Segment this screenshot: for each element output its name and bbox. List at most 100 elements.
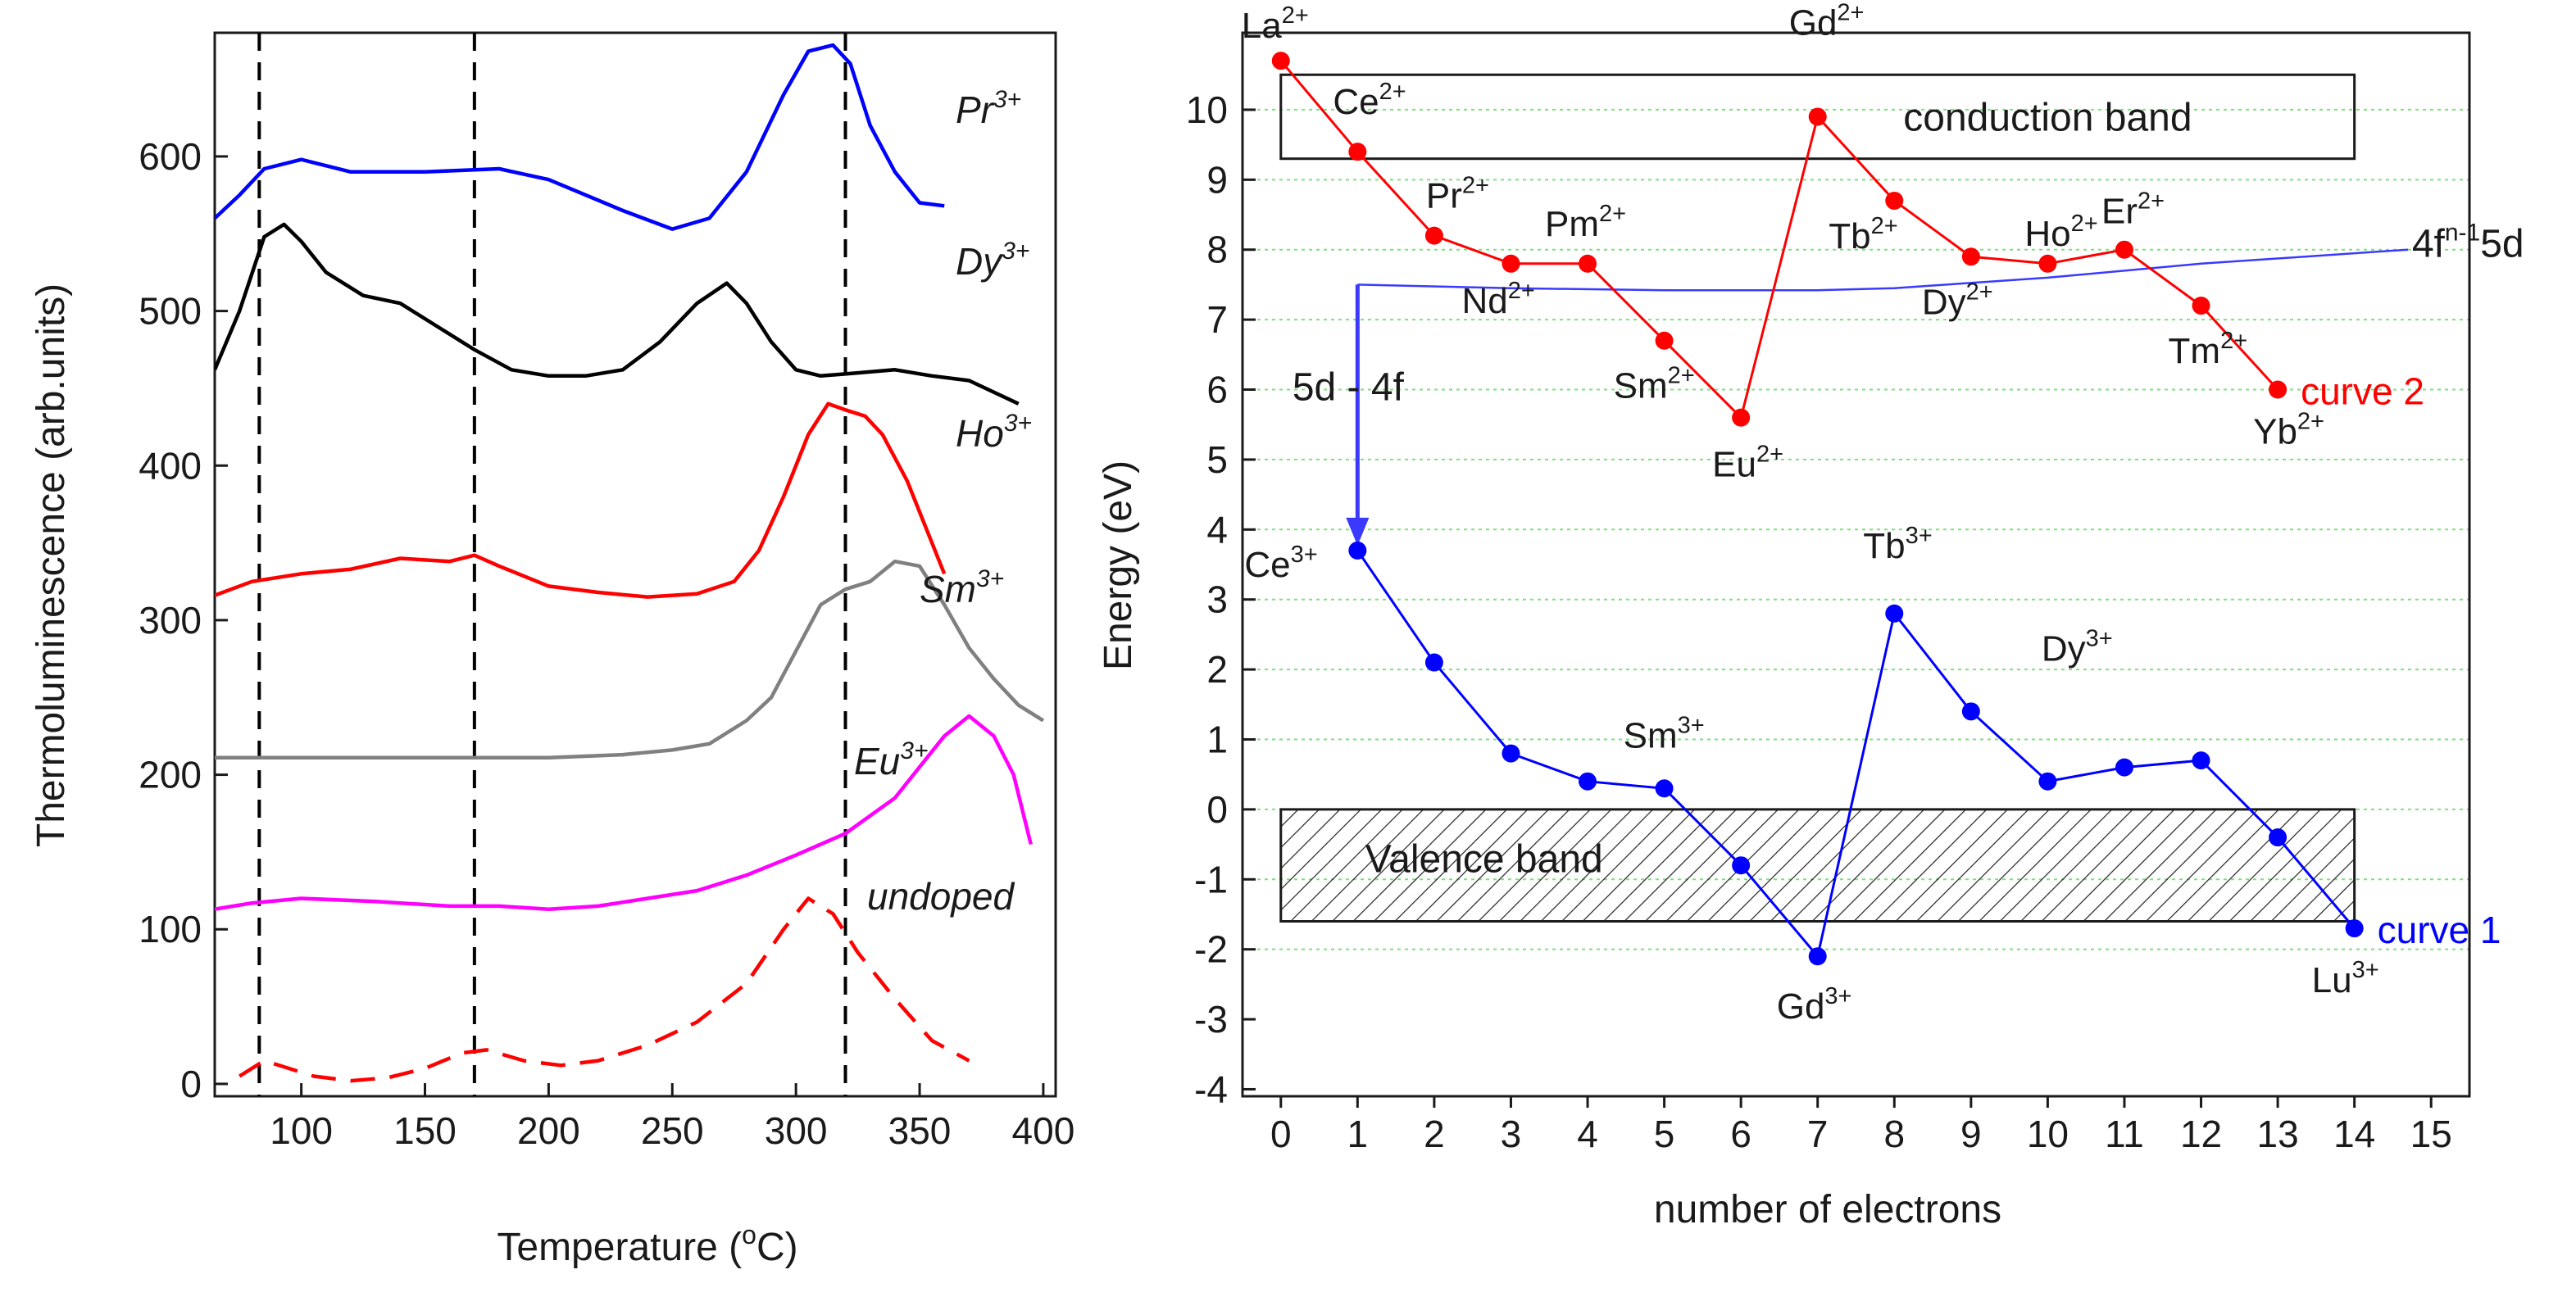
- left-x-tick-label: 400: [1012, 1109, 1075, 1152]
- left-series-label-main: Eu: [854, 740, 900, 782]
- curve-2-point-label-sup: 2+: [1508, 278, 1535, 304]
- curve-2-point-label-sup: 2+: [1462, 173, 1489, 199]
- curve-2-point-label-main: Tm: [2169, 331, 2221, 371]
- right-y-tick-label: 1: [1206, 718, 1228, 760]
- conduction-band-label: conduction band: [1903, 97, 2192, 140]
- left-x-axis-title: Temperature (oC): [497, 1220, 797, 1269]
- left-plot-frame: [213, 31, 1057, 1098]
- valence-band-box: [1279, 808, 2356, 923]
- curve-2-point: [1961, 247, 1980, 266]
- curve-2-point: [1502, 254, 1520, 273]
- left-x-tick-label: 300: [765, 1109, 828, 1152]
- left-series-label-sup: 3+: [976, 565, 1004, 592]
- left-series-lines: [215, 43, 1045, 1083]
- right-x-tick-label: 8: [1883, 1113, 1905, 1155]
- curve-2-point-label: Sm2+: [1614, 363, 1695, 406]
- curve-2-point-label-sup: 2+: [1871, 213, 1898, 239]
- curve-1-point-label-main: Ce: [1244, 545, 1290, 585]
- curve-1-point-label-sup: 3+: [2352, 957, 2379, 983]
- curve-2-point-label: Er2+: [2101, 188, 2165, 232]
- curve-1-point-label-main: Sm: [1624, 715, 1678, 755]
- curve-1-point: [2345, 919, 2364, 938]
- curve-1-point: [1808, 947, 1827, 966]
- right-x-tick-label: 12: [2180, 1113, 2222, 1155]
- conduction-band-box: [1279, 73, 2356, 161]
- right-y-tick-label: 8: [1206, 229, 1228, 271]
- curve-2-point-label: Pm2+: [1545, 201, 1626, 244]
- curve-2-point-label: Tb2+: [1829, 213, 1897, 256]
- curve-2-label: curve 2: [2301, 370, 2424, 413]
- curve-1-point: [1579, 772, 1597, 791]
- right-x-tick-label: 6: [1730, 1113, 1751, 1155]
- curve-2-point-label-main: Pm: [1545, 204, 1599, 244]
- curve-2-point-label-sup: 2+: [1668, 363, 1695, 389]
- left-series-label-main: Ho: [956, 412, 1004, 455]
- curve-1-point-label: Sm3+: [1624, 712, 1705, 755]
- right-x-tick-label: 13: [2257, 1113, 2299, 1155]
- left-series-labels: Pr3+Dy3+Ho3+Sm3+Eu3+undoped: [854, 86, 1032, 918]
- curve-1-point: [1961, 702, 1980, 721]
- right-x-tick-label: 11: [2105, 1113, 2144, 1155]
- curve-1-point: [1424, 653, 1443, 672]
- left-series-line-undoped: [239, 896, 970, 1083]
- left-series-line-sm3plus: [215, 559, 1045, 760]
- curve-2-point-label: Nd2+: [1461, 278, 1534, 321]
- curve-2-point: [2192, 297, 2210, 315]
- curve-2-point-label: Ce2+: [1333, 79, 1406, 122]
- right-x-tick-label: 4: [1577, 1113, 1598, 1155]
- curve-2-point-label: Ho2+: [2024, 211, 2097, 254]
- left-series-label-sup: 3+: [993, 86, 1021, 113]
- 4f5d-level-line: [1357, 248, 2409, 292]
- left-series-label: Dy3+: [956, 238, 1029, 283]
- curve-2-point-label-main: La: [1242, 6, 1282, 46]
- right-y-tick-label: -1: [1194, 858, 1228, 900]
- left-series-label-main: Dy: [956, 240, 1004, 283]
- curve-2-point-label-main: Sm: [1614, 366, 1668, 406]
- curve-2-point-label: Eu2+: [1712, 442, 1783, 485]
- curve-2-point-label-sup: 2+: [2138, 188, 2165, 215]
- right-y-tick-label: -2: [1194, 928, 1228, 971]
- left-series-line-eu3plus: [215, 714, 1033, 911]
- left-dashed-markers: [257, 33, 847, 1096]
- right-y-tick-label: 0: [1206, 788, 1228, 831]
- curve-1-point: [2038, 772, 2057, 791]
- curve-2-point-label-sup: 2+: [2220, 328, 2247, 354]
- right-x-tick-label: 2: [1424, 1113, 1445, 1155]
- right-y-tick-label: 6: [1206, 369, 1228, 411]
- right-y-tick-label: 9: [1206, 158, 1228, 201]
- 5d-4f-transition-arrow: [1346, 284, 1370, 546]
- left-series-line-ho3plus: [215, 401, 947, 599]
- left-series-label: Sm3+: [920, 565, 1004, 610]
- curve-1-point: [2192, 751, 2210, 770]
- 5d-4f-transition-label: 5d - 4f: [1293, 365, 1405, 409]
- curve-2-point-label-main: Ho: [2024, 214, 2070, 254]
- valence-band-label: Valence band: [1365, 838, 1603, 882]
- curve-2-line: [1279, 60, 2279, 420]
- curve-1-point-label: Gd3+: [1777, 983, 1852, 1027]
- curve-2-point: [1885, 191, 1904, 210]
- right-x-tick-label: 9: [1960, 1113, 1982, 1155]
- curve-1-point-label-sup: 3+: [1291, 542, 1318, 568]
- right-x-tick-label: 10: [2027, 1113, 2069, 1155]
- right-x-tick-label: 0: [1270, 1113, 1292, 1155]
- left-series-label-sup: 3+: [1002, 238, 1029, 265]
- curve-2-point-label-main: Tb: [1829, 216, 1870, 256]
- left-series-line-pr3plus: [215, 43, 945, 231]
- right-y-axis-title: Energy (eV): [1097, 460, 1140, 670]
- 4f5d-level-label: 4fn-15d: [2412, 219, 2524, 265]
- curve-1-point: [1348, 541, 1367, 560]
- curve-1-point-label: Dy3+: [2042, 625, 2113, 669]
- left-y-axis-title: Thermoluminescence (arb.units): [30, 283, 73, 847]
- left-x-tick-label: 200: [517, 1109, 580, 1152]
- curve-1-point-label-main: Lu: [2312, 960, 2352, 1000]
- curve-1-point-label-main: Tb: [1863, 526, 1905, 566]
- left-series-label: Pr3+: [956, 86, 1021, 131]
- right-x-tick-label: 1: [1347, 1113, 1369, 1155]
- curve-2-point: [1655, 331, 1674, 350]
- curve-2-point-label: Dy2+: [1922, 279, 1993, 322]
- right-y-tick-label: 5: [1206, 438, 1228, 481]
- left-x-axis-title-main: Temperature (: [497, 1226, 742, 1269]
- curve-2-point-label: Tm2+: [2169, 328, 2248, 371]
- curve-2-point-label-sup: 2+: [2297, 409, 2324, 435]
